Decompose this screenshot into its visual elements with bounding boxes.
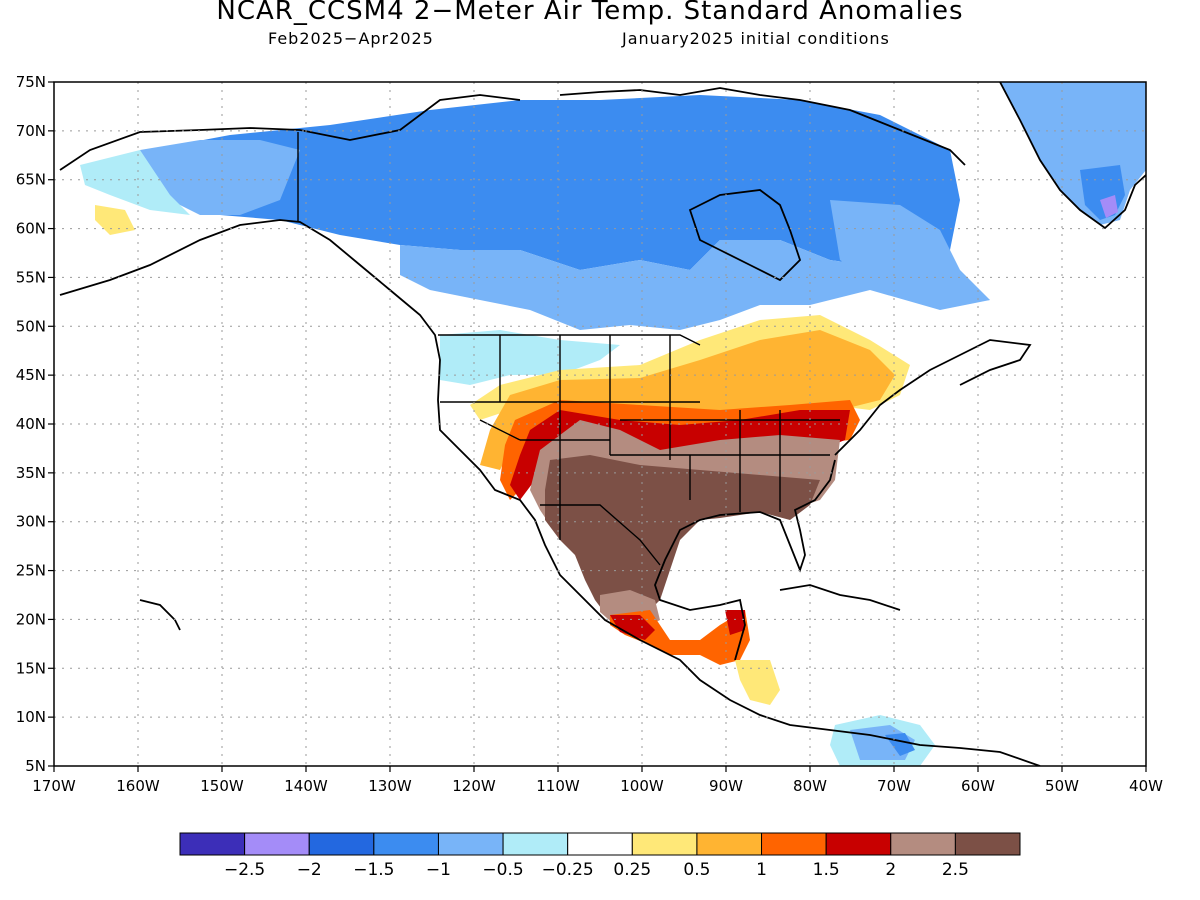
lat-label: 45N [16,366,46,384]
colorbar-label: −0.5 [482,860,523,880]
lon-label: 40W [1129,777,1163,795]
colorbar-swatch [373,832,439,856]
lat-label: 25N [16,562,46,580]
colorbar-label: −1 [426,860,451,880]
lat-label: 40N [16,415,46,433]
initial-conditions: January2025 initial conditions [622,29,890,48]
colorbar-swatch [308,832,375,856]
region-alaska-lightest [80,150,190,215]
region-southern-us-mexico [545,455,820,620]
lon-label: 130W [368,777,412,795]
colorbar-label: 1.5 [813,860,840,880]
lon-label: 110W [536,777,580,795]
lat-label: 35N [16,464,46,482]
colorbar-swatch [696,832,763,856]
lat-label: 20N [16,610,46,628]
colorbar-label: 2 [885,860,896,880]
lat-label: 55N [16,268,46,286]
lon-label: 160W [116,777,160,795]
lat-label: 75N [16,73,46,91]
lon-label: 120W [452,777,496,795]
lon-label: 50W [1045,777,1079,795]
lon-label: 150W [200,777,244,795]
region-central-america-red [610,615,655,640]
longitude-labels: 170W 160W 150W 140W 130W 120W 110W 100W 90W 80W 70… [32,766,1163,795]
colorbar-swatch [890,832,956,856]
colorbar-swatch [244,832,310,856]
colorbar-label: 0.5 [683,860,710,880]
lat-label: 15N [16,659,46,677]
lat-label: 30N [16,513,46,531]
colorbar: −2.5 −2 −1.5 −1 −0.5 −0.25 0.25 0.5 1 1.5 2 2.5 [179,832,1021,880]
colorbar-swatch [761,832,827,856]
colorbar-label: −0.25 [542,860,594,880]
forecast-period: Feb2025−Apr2025 [268,29,434,48]
lat-label: 5N [25,757,46,775]
map-title: NCAR_CCSM4 2−Meter Air Temp. Standard An… [216,0,964,26]
colorbar-swatch [437,832,504,856]
lat-label: 50N [16,317,46,335]
colorbar-swatch [567,832,633,856]
lat-label: 70N [16,122,46,140]
lat-label: 60N [16,220,46,238]
colorbar-label: 0.25 [613,860,651,880]
lon-label: 140W [284,777,328,795]
colorbar-label: −2 [297,860,322,880]
lon-label: 60W [961,777,995,795]
coastlines [59,82,1146,766]
colorbar-swatch [825,832,892,856]
lat-label: 65N [16,171,46,189]
political-borders [297,132,840,566]
colorbar-swatch [179,832,246,856]
graticule [54,82,1146,766]
region-honduras-yellow [735,660,780,705]
colorbar-label: −2.5 [224,860,265,880]
region-great-lakes-orange [480,330,895,470]
lon-label: 80W [793,777,827,795]
lon-label: 100W [620,777,664,795]
lon-label: 90W [709,777,743,795]
lat-label: 10N [16,708,46,726]
region-alaska-yellow [95,205,135,235]
colorbar-label: 1 [756,860,767,880]
colorbar-swatch [631,832,698,856]
colorbar-label: −1.5 [353,860,394,880]
colorbar-label: 2.5 [942,860,969,880]
latitude-labels: 75N 70N 65N 60N 55N 50N 45N 40N 35N 30N 25N 20N 15N 1… [16,73,54,775]
colorbar-swatch [954,832,1021,856]
region-pacific-northwest [440,330,620,385]
colorbar-swatch [502,832,569,856]
region-yucatan-red [725,610,745,635]
region-greenland-coldest [1100,195,1118,218]
lon-label: 70W [877,777,911,795]
lon-label: 170W [32,777,76,795]
region-alaska-light [140,140,300,215]
region-southern-canada-band [400,240,990,330]
anomaly-field [59,82,1146,766]
region-labrador [830,200,990,305]
